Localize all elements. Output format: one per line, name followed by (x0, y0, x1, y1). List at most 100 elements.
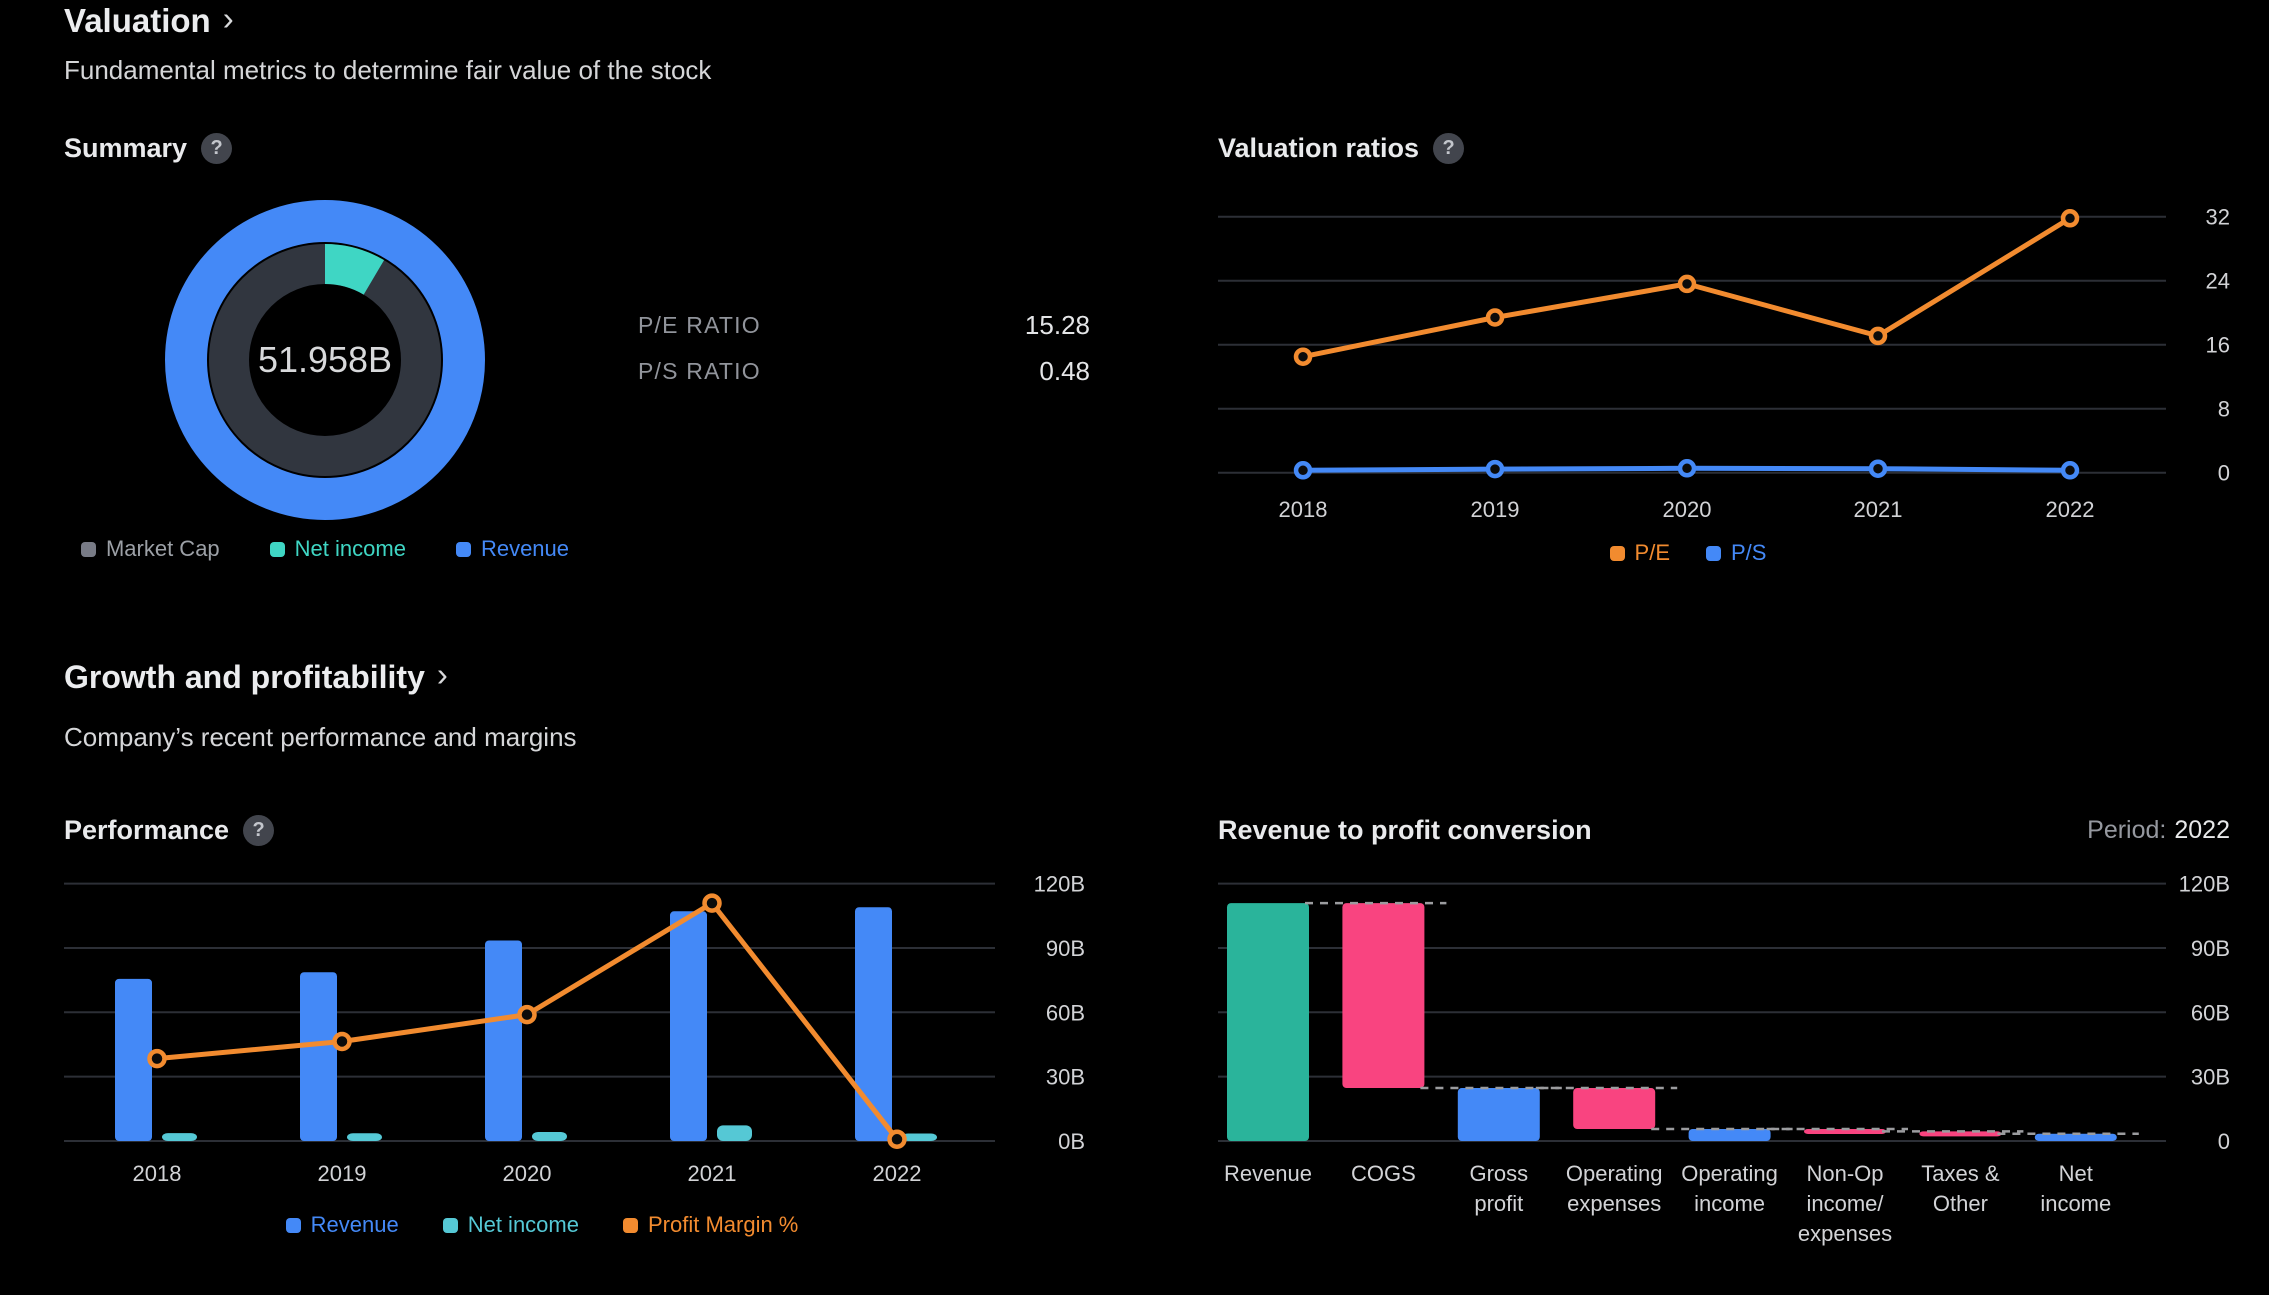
waterfall-bar-gross-profit[interactable] (1457, 1088, 1540, 1141)
chevron-right-icon: › (222, 0, 234, 37)
period-label: Period: (2087, 816, 2167, 844)
legend-item-revenue[interactable]: Revenue (285, 1212, 399, 1238)
data-point-marker[interactable] (1293, 347, 1313, 366)
section-link-growth-profitability[interactable]: Growth and profitability › (64, 656, 448, 696)
legend-item-market-cap[interactable]: Market Cap (80, 536, 220, 562)
chevron-right-icon: › (436, 656, 448, 693)
card-title-valuation-ratios: Valuation ratios (1218, 133, 1420, 163)
section-link-valuation[interactable]: Valuation › (64, 0, 234, 40)
bar-net-income[interactable] (347, 1133, 382, 1141)
data-point-marker[interactable] (887, 1129, 907, 1150)
ratio-value: 0.48 (1039, 355, 1090, 386)
waterfall-bar-net-income[interactable] (2034, 1133, 2117, 1141)
performance-chart[interactable]: 0B 30B 60B 90B 120B 2018 2019 2020 2021 2022 (64, 860, 1094, 1190)
legend-swatch (1609, 545, 1625, 561)
section-subtitle: Company’s recent performance and margins (64, 722, 577, 752)
ratio-row: P/E RATIO 15.28 (638, 302, 1090, 348)
summary-donut-chart[interactable] (163, 198, 487, 522)
data-point-marker[interactable] (1485, 308, 1505, 327)
x-tick-label: Revenue (1224, 1161, 1312, 1186)
bar-revenue[interactable] (855, 907, 892, 1141)
legend-swatch (455, 541, 471, 557)
x-tick-label: 2019 (318, 1161, 367, 1186)
donut-center-value: 51.958B (257, 339, 393, 380)
revenue-to-profit-chart[interactable]: 0 30B 60B 90B 120B Revenue COGS Gross profit Oper… (1210, 860, 2269, 1295)
y-tick-label: 32 (2206, 205, 2230, 230)
help-icon[interactable]: ? (201, 133, 233, 164)
data-point-marker[interactable] (1293, 461, 1313, 480)
y-tick-label: 30B (1046, 1065, 1085, 1090)
valuation-ratios-chart[interactable]: 0 8 16 24 32 2018 2019 2020 2021 2022 (1210, 190, 2269, 535)
section-title: Valuation (64, 2, 211, 39)
data-point-marker[interactable] (1677, 459, 1697, 478)
ratio-label: P/S RATIO (638, 357, 761, 384)
waterfall-bar-taxes-other[interactable] (1919, 1131, 2002, 1137)
card-title-revenue-to-profit: Revenue to profit conversion (1218, 815, 1592, 845)
data-point-marker[interactable] (1868, 459, 1888, 478)
legend-item-net-income[interactable]: Net income (269, 536, 406, 562)
donut-ring-revenue[interactable] (165, 200, 485, 520)
ratio-block: P/E RATIO 15.28 P/S RATIO 0.48 (638, 302, 1090, 394)
period-value[interactable]: 2022 (2174, 816, 2230, 844)
data-point-marker[interactable] (147, 1048, 167, 1069)
bar-net-income[interactable] (162, 1133, 197, 1141)
x-tick-label: Taxes & Other (1921, 1161, 2000, 1216)
x-tick-label: Operating income (1681, 1161, 1778, 1216)
y-tick-label: 24 (2206, 269, 2230, 294)
y-tick-label: 0 (2218, 1129, 2230, 1154)
legend-item-net-income[interactable]: Net income (442, 1212, 579, 1238)
data-point-marker[interactable] (1485, 459, 1505, 479)
y-tick-label: 90B (2191, 936, 2230, 961)
data-point-marker[interactable] (702, 893, 722, 913)
x-tick-label: 2021 (1854, 497, 1903, 522)
legend-label: Market Cap (105, 536, 220, 561)
bar-net-income[interactable] (717, 1125, 752, 1141)
x-tick-label: 2018 (133, 1161, 182, 1186)
waterfall-bar-operating-expenses[interactable] (1573, 1088, 1656, 1129)
data-point-marker[interactable] (332, 1031, 352, 1052)
ratio-label: P/E RATIO (638, 311, 761, 338)
legend-item-p-s[interactable]: P/S (1706, 540, 1766, 566)
bar-revenue[interactable] (485, 940, 522, 1141)
data-point-marker[interactable] (2060, 461, 2080, 480)
y-tick-label: 90B (1046, 936, 1085, 961)
x-tick-label: 2018 (1279, 497, 1328, 522)
performance-legend: Revenue Net income Profit Margin % (64, 1212, 1020, 1238)
section-subtitle: Fundamental metrics to determine fair va… (64, 55, 712, 85)
valuation-ratios-legend: P/E P/S (1210, 540, 2166, 566)
legend-label: P/S (1731, 540, 1767, 565)
legend-label: Revenue (310, 1212, 399, 1237)
waterfall-bar-non-op-income-expenses[interactable] (1804, 1128, 1886, 1134)
bar-revenue[interactable] (300, 972, 337, 1141)
y-tick-label: 8 (2218, 397, 2230, 422)
legend-item-p-e[interactable]: P/E (1609, 540, 1670, 566)
bar-revenue[interactable] (670, 911, 707, 1141)
legend-item-profit-margin-[interactable]: Profit Margin % (622, 1212, 798, 1238)
legend-label: Revenue (480, 536, 570, 561)
y-tick-label: 120B (1034, 872, 1085, 897)
bar-revenue[interactable] (115, 978, 152, 1141)
legend-swatch (442, 1217, 458, 1233)
data-point-marker[interactable] (517, 1004, 537, 1025)
x-tick-label: 2022 (873, 1161, 922, 1186)
legend-label: Net income (467, 1212, 579, 1237)
waterfall-bar-cogs[interactable] (1342, 903, 1425, 1089)
legend-swatch (269, 541, 285, 557)
help-icon[interactable]: ? (1433, 133, 1465, 164)
donut-segment-net-income[interactable] (209, 244, 441, 476)
y-tick-label: 60B (1046, 1000, 1085, 1025)
waterfall-bar-operating-income[interactable] (1688, 1128, 1771, 1141)
x-tick-label: Non-Op income/expenses (1798, 1161, 1892, 1246)
data-point-marker[interactable] (1868, 326, 1888, 346)
legend-item-revenue[interactable]: Revenue (455, 536, 570, 562)
data-point-marker[interactable] (2060, 209, 2080, 228)
period-selector: Period: 2022 (2087, 816, 2230, 845)
legend-label: P/E (1634, 540, 1670, 565)
waterfall-bar-revenue[interactable] (1227, 903, 1309, 1141)
x-tick-label: Operating expenses (1566, 1161, 1663, 1216)
help-icon[interactable]: ? (243, 815, 275, 846)
bar-net-income[interactable] (532, 1131, 567, 1141)
data-point-marker[interactable] (1677, 274, 1697, 294)
bar-net-income[interactable] (902, 1133, 937, 1141)
